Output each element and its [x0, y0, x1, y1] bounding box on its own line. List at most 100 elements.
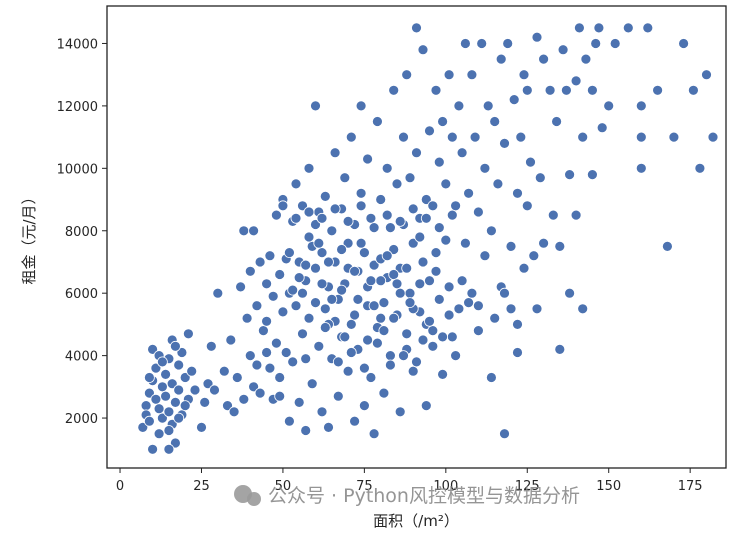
data-point — [512, 347, 523, 358]
data-point — [443, 69, 455, 81]
data-point — [424, 315, 435, 327]
data-point — [554, 240, 566, 252]
data-point — [635, 131, 647, 143]
data-point — [512, 318, 523, 330]
data-point — [274, 269, 286, 280]
data-point — [150, 362, 162, 374]
data-point — [384, 222, 396, 234]
data-point — [384, 350, 396, 362]
data-point — [456, 147, 468, 159]
data-point — [603, 100, 615, 112]
y-axis-label: 租金（元/月） — [20, 189, 38, 284]
data-point — [544, 84, 556, 96]
data-point — [466, 69, 478, 81]
data-point — [596, 122, 608, 134]
data-point — [323, 256, 334, 268]
data-point — [489, 312, 501, 324]
data-point — [355, 187, 367, 199]
data-point — [241, 312, 253, 324]
data-point — [160, 390, 172, 402]
data-point — [306, 378, 318, 390]
data-point — [222, 400, 233, 412]
data-point — [642, 22, 654, 34]
data-point — [371, 116, 383, 127]
data-point — [459, 38, 471, 49]
data-point — [287, 356, 299, 368]
data-point — [147, 443, 159, 455]
data-point — [209, 384, 220, 396]
data-point — [388, 312, 400, 324]
data-point — [179, 372, 191, 383]
data-point — [349, 309, 361, 321]
data-point — [420, 400, 432, 412]
data-point — [202, 378, 214, 390]
data-point — [186, 365, 198, 377]
data-point — [388, 244, 400, 255]
data-point — [277, 200, 289, 212]
data-point — [365, 372, 377, 383]
data-point — [316, 278, 328, 290]
data-point — [365, 275, 377, 287]
data-point — [283, 247, 295, 259]
data-point — [564, 287, 575, 299]
data-point — [300, 353, 312, 365]
data-point — [635, 162, 647, 174]
data-point — [463, 297, 475, 309]
data-point — [264, 362, 276, 374]
data-point — [326, 293, 338, 305]
data-point — [492, 178, 504, 190]
data-point — [264, 250, 276, 262]
data-point — [319, 190, 331, 202]
data-point — [345, 318, 357, 330]
data-point — [499, 137, 510, 149]
data-point — [505, 240, 517, 252]
data-point — [433, 156, 445, 168]
data-point — [411, 356, 422, 368]
data-point — [570, 209, 582, 221]
data-point — [577, 131, 589, 143]
data-point — [261, 278, 273, 290]
data-point — [505, 303, 517, 315]
data-point — [521, 84, 533, 96]
data-point — [368, 259, 380, 271]
x-tick-label: 25 — [193, 479, 210, 494]
data-point — [502, 38, 514, 49]
data-point — [521, 200, 533, 212]
data-point — [479, 250, 491, 262]
data-point — [668, 131, 680, 143]
data-point — [459, 237, 471, 249]
data-point — [355, 100, 367, 112]
x-axis-label: 面积（/m²） — [373, 512, 459, 530]
data-point — [261, 347, 273, 358]
data-point — [166, 378, 178, 390]
data-point — [404, 172, 416, 184]
data-point — [375, 275, 387, 287]
data-point — [313, 340, 325, 352]
data-point — [495, 53, 507, 65]
data-point — [424, 275, 435, 287]
data-point — [303, 312, 315, 324]
data-point — [329, 203, 341, 215]
data-point — [472, 325, 484, 337]
data-point — [147, 343, 159, 355]
x-axis-ticks: 0 25 50 75 100 125 150 175 — [116, 468, 703, 494]
data-point — [587, 169, 598, 181]
data-point — [336, 244, 348, 255]
data-point — [450, 350, 462, 362]
data-point — [538, 237, 549, 249]
data-point — [538, 53, 549, 65]
data-point — [349, 265, 361, 277]
data-point — [456, 275, 468, 287]
y-tick-label: 12000 — [57, 100, 98, 115]
data-point — [228, 406, 240, 418]
data-points — [137, 22, 719, 455]
data-point — [515, 131, 527, 143]
data-point — [143, 415, 155, 427]
data-point — [489, 116, 501, 127]
data-point — [427, 340, 439, 352]
data-point — [280, 347, 292, 358]
data-point — [254, 256, 266, 268]
data-point — [274, 372, 286, 383]
wechat-icon-bubble — [247, 492, 261, 506]
data-point — [342, 237, 354, 249]
